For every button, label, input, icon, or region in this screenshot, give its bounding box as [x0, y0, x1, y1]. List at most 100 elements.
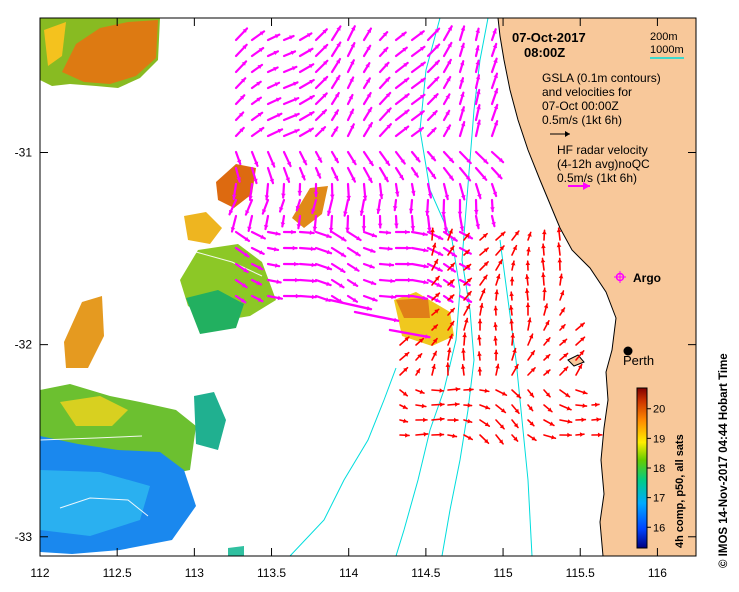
- gsla-vector-62: [559, 323, 566, 331]
- hf-vector-154: [248, 182, 254, 201]
- hf-vector-41: [346, 59, 355, 74]
- hf-vector-253: [298, 278, 318, 284]
- gsla-vector-45: [431, 308, 440, 316]
- gsla-vector-71: [510, 332, 516, 346]
- x-tick-label-6: 115: [493, 566, 512, 580]
- gsla-vector-139: [415, 431, 429, 437]
- colorbar-tick-label-2: 18: [653, 463, 665, 475]
- gsla-vector-24: [525, 260, 531, 271]
- hf-vector-122: [282, 150, 292, 168]
- y-tick-label-2: -33: [15, 530, 33, 544]
- hf-vector-43: [378, 61, 390, 74]
- map-time: 08:00Z: [524, 45, 565, 60]
- hf-vector-89: [298, 111, 315, 122]
- gsla-vector-85: [543, 353, 551, 361]
- hf-vector-269: [314, 294, 331, 302]
- gsla-vector-131: [495, 419, 505, 430]
- hf-vector-275: [410, 294, 429, 301]
- gsla-velocity-vectors: [399, 227, 603, 445]
- x-tick-label-0: 112: [30, 566, 49, 580]
- hf-vector-119: [234, 150, 242, 166]
- hf-vector-51: [234, 77, 247, 90]
- gsla-vector-95: [511, 363, 519, 376]
- sst-patch-center-orange: [292, 186, 328, 228]
- hf-vector-63: [426, 76, 440, 90]
- hf-vector-187: [230, 214, 238, 233]
- hf-vector-234: [234, 262, 249, 274]
- gsla-vector-136: [575, 417, 587, 423]
- gsla-vector-57: [477, 318, 483, 331]
- hf-vector-78: [394, 93, 410, 106]
- hf-vector-17: [234, 43, 248, 58]
- gsla-contours: [40, 251, 263, 517]
- hf-vector-141: [314, 166, 322, 179]
- hf-vector-103: [250, 126, 265, 138]
- gsla-vector-69: [477, 334, 482, 346]
- hf-vector-259: [394, 277, 413, 283]
- sst-patch-bottom-teal: [228, 546, 244, 556]
- hf-vector-108: [330, 126, 339, 138]
- gsla-vector-94: [495, 363, 500, 376]
- hf-vector-221: [266, 246, 280, 252]
- gsla-vector-114: [431, 402, 445, 407]
- gsla-vector-39: [479, 288, 486, 301]
- hf-vector-240: [330, 262, 346, 274]
- hf-vector-28: [410, 45, 426, 58]
- hf-vector-268: [298, 294, 317, 300]
- gsla-vector-84: [527, 350, 536, 361]
- hf-vector-225: [330, 246, 347, 258]
- gsla-vector-8: [556, 227, 562, 241]
- hf-vector-47: [442, 58, 452, 74]
- gsla-vector-23: [510, 260, 516, 271]
- gsla-vector-135: [559, 419, 573, 424]
- gsla-vector-90: [431, 363, 436, 376]
- hf-vector-21: [298, 47, 314, 58]
- gsla-vector-47: [463, 303, 471, 316]
- hf-vector-18: [250, 46, 265, 58]
- gsla-vector-20: [463, 263, 472, 271]
- colorbar-tick-label-4: 20: [653, 404, 665, 416]
- map-date: 07-Oct-2017: [512, 30, 586, 45]
- gsla-vector-17: [556, 242, 562, 256]
- hf-info-scale: 0.5m/s (1kt 6h): [557, 171, 637, 185]
- gsla-vector-87: [575, 350, 585, 361]
- gsla-vector-124: [591, 402, 600, 408]
- gsla-vector-58: [493, 322, 498, 331]
- gsla-vector-83: [511, 347, 517, 361]
- hf-vector-257: [362, 278, 377, 286]
- gsla-contour-3: [195, 251, 263, 277]
- hf-vector-147: [410, 166, 419, 178]
- gsla-vector-33: [524, 274, 530, 286]
- hf-vector-50: [490, 57, 498, 74]
- hf-vector-85: [234, 111, 245, 122]
- hf-scale-arrow: [568, 182, 590, 190]
- hf-vector-207: [282, 229, 297, 235]
- gsla-vector-11: [463, 249, 470, 256]
- hf-vector-62: [410, 77, 426, 90]
- hf-vector-256: [346, 278, 359, 288]
- hf-vector-166: [442, 182, 450, 201]
- hf-vector-199: [426, 214, 432, 233]
- plot-frame: [39, 17, 697, 557]
- hf-vector-29: [426, 43, 441, 58]
- hf-vector-123: [298, 150, 308, 166]
- hf-vector-169: [490, 182, 498, 198]
- hf-vector-249: [234, 278, 248, 289]
- gsla-vector-146: [527, 434, 537, 442]
- gsla-vector-15: [526, 246, 531, 256]
- hf-radar-vectors: [228, 25, 505, 339]
- gsla-vector-142: [463, 434, 474, 441]
- depth-legend-1000m: 1000m: [650, 44, 684, 56]
- hf-vector-201: [458, 214, 465, 232]
- hf-vector-97: [426, 110, 438, 122]
- hf-vector-161: [362, 182, 368, 201]
- hf-vector-159: [329, 182, 335, 200]
- gsla-vector-5: [511, 230, 520, 241]
- hf-vector-44: [394, 61, 409, 74]
- hf-jet-2: [353, 310, 400, 323]
- hf-vector-40: [330, 57, 342, 74]
- hf-vector-144: [362, 166, 373, 184]
- hf-vector-273: [378, 294, 397, 300]
- gsla-vector-49: [493, 305, 499, 316]
- isobath-shelf: [499, 239, 533, 556]
